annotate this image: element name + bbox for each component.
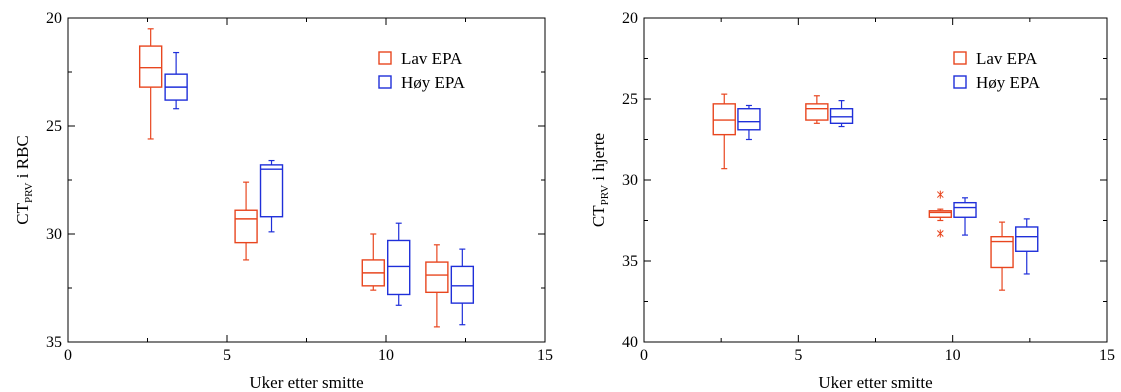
- legend-marker-lav: [378, 51, 392, 65]
- x-tick-label: 0: [64, 347, 72, 364]
- box-hoy-2: [259, 159, 284, 233]
- legend-label-hoy: Høy EPA: [976, 73, 1041, 92]
- y-tick-label: 20: [622, 10, 638, 27]
- x-tick-label: 15: [537, 347, 553, 364]
- box-lav-2: [234, 181, 258, 261]
- box-iqr: [1015, 226, 1039, 252]
- x-tick-label: 5: [223, 347, 231, 364]
- y-tick-label: 25: [46, 118, 62, 135]
- legend-marker-lav: [953, 51, 967, 65]
- box-iqr: [387, 239, 411, 296]
- y-tick-label: 40: [622, 334, 638, 351]
- box-hoy-1: [737, 104, 761, 141]
- box-iqr: [829, 108, 854, 125]
- x-tick-label: 10: [378, 347, 394, 364]
- box-hoy-4: [1015, 218, 1039, 275]
- chart-panel-1: 0 5 10 15 20 25 30 35 Uker etter smitte CTPRV i R…: [13, 10, 553, 392]
- box-hoy-1: [164, 51, 188, 110]
- box-lav-4: [425, 244, 449, 328]
- y-tick-label: 30: [622, 172, 638, 189]
- legend-label-lav: Lav EPA: [976, 49, 1038, 68]
- x-tick-label: 0: [640, 347, 648, 364]
- x-tick-label: 15: [1099, 347, 1115, 364]
- box-iqr: [990, 235, 1014, 269]
- box-hoy-4: [450, 248, 475, 326]
- box-lav-1: [712, 93, 736, 170]
- box-iqr: [928, 210, 953, 218]
- x-axis-label: Uker etter smitte: [249, 373, 363, 392]
- box-iqr: [805, 103, 829, 121]
- box-iqr: [259, 164, 284, 218]
- y-tick-label: 20: [46, 10, 62, 27]
- box-iqr: [450, 265, 475, 304]
- box-lav-3: [361, 233, 385, 291]
- x-axis-label: Uker etter smitte: [818, 373, 932, 392]
- x-tick-label: 5: [794, 347, 802, 364]
- box-lav-1: [138, 28, 163, 140]
- y-tick-label: 25: [622, 91, 638, 108]
- legend-marker-hoy: [378, 75, 392, 89]
- legend-label-hoy: Høy EPA: [401, 73, 466, 92]
- box-iqr: [425, 261, 449, 294]
- x-tick-label: 10: [945, 347, 961, 364]
- box-iqr: [712, 103, 736, 136]
- outlier-point: [936, 190, 944, 199]
- outlier-point: [936, 229, 944, 238]
- box-hoy-3: [387, 222, 411, 306]
- y-tick-label: 35: [46, 334, 62, 351]
- box-lav-3: [928, 190, 953, 238]
- y-tick-label: 30: [46, 226, 62, 243]
- plot-frame: [643, 17, 1108, 343]
- box-iqr: [234, 209, 258, 244]
- box-lav-2: [805, 95, 829, 124]
- box-hoy-3: [953, 197, 977, 236]
- box-hoy-2: [829, 100, 854, 128]
- box-iqr: [953, 201, 977, 218]
- box-iqr: [138, 45, 163, 88]
- legend-marker-hoy: [953, 75, 967, 89]
- box-lav-4: [990, 221, 1014, 291]
- legend-label-lav: Lav EPA: [401, 49, 463, 68]
- y-tick-label: 35: [622, 253, 638, 270]
- y-axis-label: CTPRV i RBC: [13, 135, 35, 225]
- chart-panel-2: 0 5 10 15 20 25 30 35 40 Uker etter smitte CTPRV i…: [589, 10, 1115, 392]
- y-axis-label: CTPRV i hjerte: [589, 133, 611, 227]
- box-iqr: [737, 108, 761, 131]
